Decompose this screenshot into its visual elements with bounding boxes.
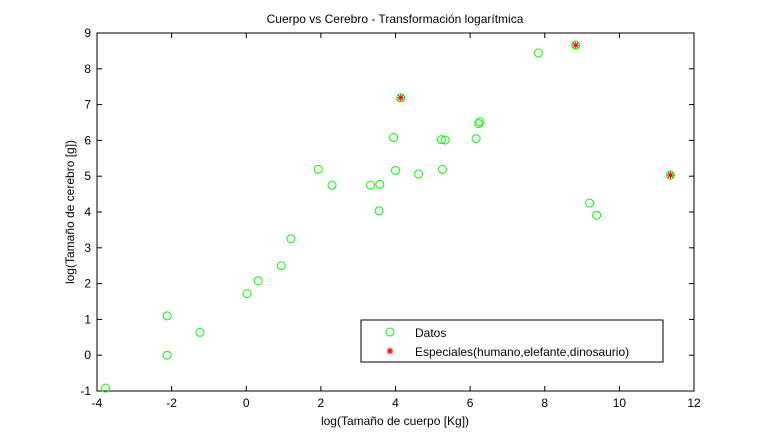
data-point (436, 135, 446, 145)
data-point (391, 165, 400, 175)
legend-label-especiales: Especiales(humano,elefante,dinosaurio) (415, 345, 629, 359)
data-point (366, 180, 376, 190)
y-axis-label: log(Tamaño de cerebro [g]) (63, 140, 77, 284)
data-point (313, 164, 323, 174)
data-point (286, 234, 296, 244)
data-point (389, 133, 399, 143)
legend-label-datos: Datos (415, 326, 446, 340)
data-point (375, 179, 385, 189)
x-tick-label: 12 (687, 396, 701, 410)
y-tick-label: 4 (84, 205, 91, 219)
special-point (666, 171, 674, 179)
data-points (101, 40, 675, 393)
data-point (396, 93, 406, 103)
y-tick-label: -1 (80, 384, 91, 398)
x-tick-label: 6 (467, 396, 474, 410)
x-tick-label: -4 (92, 396, 103, 410)
data-point (533, 48, 543, 58)
y-tick-label: 3 (84, 241, 91, 255)
y-tick-label: 6 (84, 133, 91, 147)
y-tick-label: 9 (84, 26, 91, 40)
data-point (253, 276, 263, 286)
x-tick-label: 4 (392, 396, 399, 410)
legend-marker-especiales (386, 347, 394, 355)
data-point (474, 119, 484, 129)
data-point (592, 210, 602, 220)
data-point (162, 311, 172, 321)
data-point (440, 135, 450, 145)
data-point (475, 117, 485, 127)
special-point (572, 41, 580, 49)
x-tick-label: 2 (318, 396, 325, 410)
chart-title: Cuerpo vs Cerebro - Transformación logar… (267, 12, 524, 26)
y-tick-label: 2 (84, 277, 91, 291)
data-point (101, 383, 111, 393)
legend-circle-marker (385, 327, 395, 337)
data-point (585, 198, 595, 208)
y-tick-label: 0 (84, 348, 91, 362)
legend-marker-datos (385, 327, 395, 337)
data-point (327, 180, 337, 190)
legend-box (360, 319, 664, 363)
data-point (195, 327, 205, 337)
x-axis-label: log(Tamaño de cuerpo [Kg]) (321, 414, 469, 428)
y-tick-label: 8 (84, 62, 91, 76)
x-tick-label: 8 (541, 396, 548, 410)
y-tick-label: 7 (84, 98, 91, 112)
x-tick-label: 0 (243, 396, 250, 410)
data-point (162, 350, 172, 360)
y-tick-label: 5 (84, 169, 91, 183)
special-point (397, 94, 405, 102)
data-point (571, 40, 581, 50)
data-point (276, 261, 286, 271)
x-tick-label: -2 (166, 396, 177, 410)
data-point (414, 169, 424, 179)
legend: Datos Especiales(humano,elefante,dinosau… (360, 319, 664, 363)
x-tick-label: 10 (613, 396, 627, 410)
y-tick-label: 1 (84, 312, 91, 326)
legend-star-marker (386, 347, 394, 355)
data-point (438, 164, 448, 174)
data-point (471, 134, 481, 144)
data-point (242, 289, 252, 299)
data-point (665, 170, 675, 180)
data-point (374, 206, 384, 216)
